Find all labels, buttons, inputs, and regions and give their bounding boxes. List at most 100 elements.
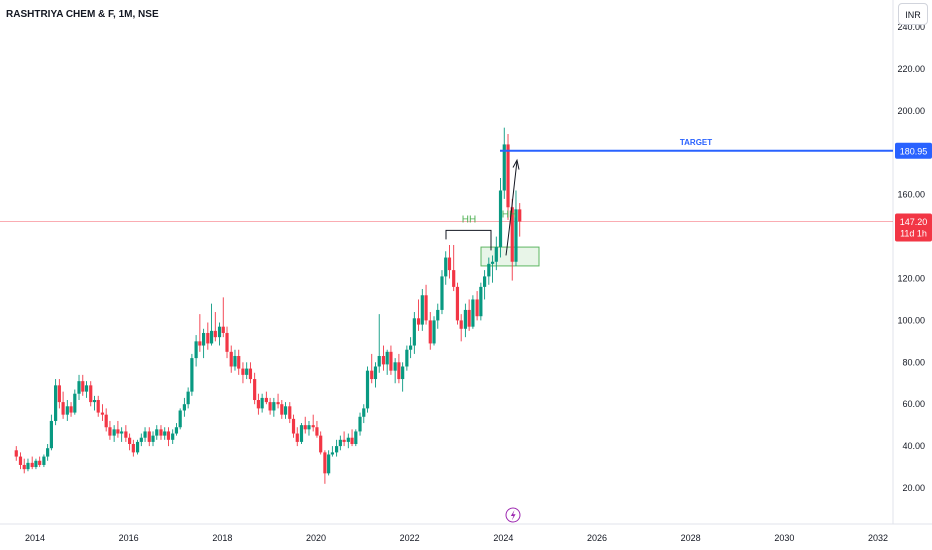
candle-body	[483, 276, 487, 287]
candle-body	[166, 431, 171, 440]
candle-body	[198, 341, 202, 346]
candle-body	[405, 349, 409, 367]
candle-body	[307, 425, 311, 430]
candle-body	[518, 209, 522, 222]
candle-body	[463, 309, 467, 329]
countdown-label: 11d 1h	[900, 229, 927, 239]
candle-body	[264, 397, 268, 403]
candle-body	[311, 425, 315, 428]
x-tick-label: 2024	[493, 533, 513, 543]
candle-body	[34, 460, 38, 468]
y-tick-label: 20.00	[902, 483, 925, 493]
candle-body	[65, 406, 69, 415]
candle-body	[401, 366, 405, 380]
candle-body	[455, 286, 460, 321]
candle-body	[440, 276, 444, 310]
candle-body	[350, 437, 354, 445]
target-label: TARGET	[680, 138, 712, 147]
candle-body	[397, 362, 401, 380]
candle-body	[416, 318, 421, 325]
candle-body	[514, 209, 518, 262]
candle-body	[447, 257, 452, 271]
candle-body	[409, 345, 413, 350]
candle-body	[108, 427, 112, 436]
candle-body	[248, 368, 253, 380]
candle-body	[139, 437, 143, 442]
support-zone-box[interactable]	[480, 246, 540, 267]
candle-body	[46, 448, 50, 457]
candle-body	[459, 320, 463, 329]
x-tick-label: 2028	[681, 533, 701, 543]
candle-body	[373, 366, 378, 380]
candle-body	[84, 385, 89, 392]
x-tick-label: 2014	[25, 533, 45, 543]
candle-body	[151, 435, 155, 442]
projection-arrow-head	[512, 158, 520, 170]
candle-body	[272, 402, 276, 411]
y-tick-label: 40.00	[902, 441, 925, 451]
candle-body	[18, 456, 23, 465]
candle-body	[206, 332, 210, 344]
y-tick-label: 60.00	[902, 399, 925, 409]
candle-body	[120, 431, 124, 434]
candle-body	[452, 270, 456, 287]
y-tick-label: 120.00	[897, 274, 925, 284]
x-tick-label: 2026	[587, 533, 607, 543]
y-tick-label: 240.00	[897, 22, 925, 32]
candle-body	[131, 444, 135, 453]
hh-left-label: HH	[462, 214, 476, 225]
y-tick-label: 160.00	[897, 190, 925, 200]
candle-body	[393, 362, 397, 371]
candle-body	[260, 397, 264, 409]
candle-body	[498, 190, 503, 248]
candle-body	[209, 330, 214, 344]
candle-body	[237, 356, 241, 369]
candle-body	[253, 379, 257, 401]
candle-body	[471, 299, 475, 327]
candle-body	[57, 385, 61, 403]
candle-body	[194, 341, 198, 359]
candle-body	[280, 404, 284, 415]
candle-body	[510, 207, 514, 262]
candle-body	[124, 431, 128, 438]
candle-body	[436, 309, 440, 321]
candle-body	[112, 429, 116, 436]
candle-body	[77, 381, 81, 394]
chart-title: RASHTRIYA CHEM & F, 1M, NSE	[6, 9, 159, 20]
candle-body	[155, 429, 159, 436]
currency-button[interactable]: INR	[898, 3, 928, 25]
candle-body	[147, 431, 151, 442]
candle-body	[338, 439, 342, 447]
candle-body	[233, 356, 237, 367]
candle-body	[42, 456, 46, 465]
lightning-icon-glyph	[510, 510, 516, 521]
candle-body	[365, 370, 370, 409]
candle-body	[475, 299, 479, 317]
candle-body	[229, 351, 233, 367]
candle-body	[354, 431, 358, 445]
candle-body	[362, 408, 366, 417]
candle-body	[26, 462, 30, 470]
candle-body	[276, 402, 280, 405]
candle-body	[135, 441, 140, 453]
candle-body	[288, 406, 292, 419]
candle-body	[377, 356, 381, 367]
candle-body	[381, 356, 386, 365]
candle-body	[385, 351, 389, 365]
x-tick-label: 2022	[400, 533, 420, 543]
candle-body	[494, 247, 498, 262]
target-price-badge	[895, 142, 932, 159]
candle-body	[30, 462, 34, 468]
candle-body	[241, 368, 245, 375]
candle-body	[171, 433, 175, 440]
hh-right-label: HH	[502, 209, 516, 220]
hh-bracket	[445, 229, 492, 251]
x-tick-label: 2032	[868, 533, 888, 543]
candle-body	[61, 402, 65, 415]
candle-body	[335, 446, 339, 453]
candle-body	[268, 402, 272, 411]
candle-body	[73, 393, 77, 413]
candle-body	[100, 412, 105, 415]
candle-body	[116, 429, 120, 434]
